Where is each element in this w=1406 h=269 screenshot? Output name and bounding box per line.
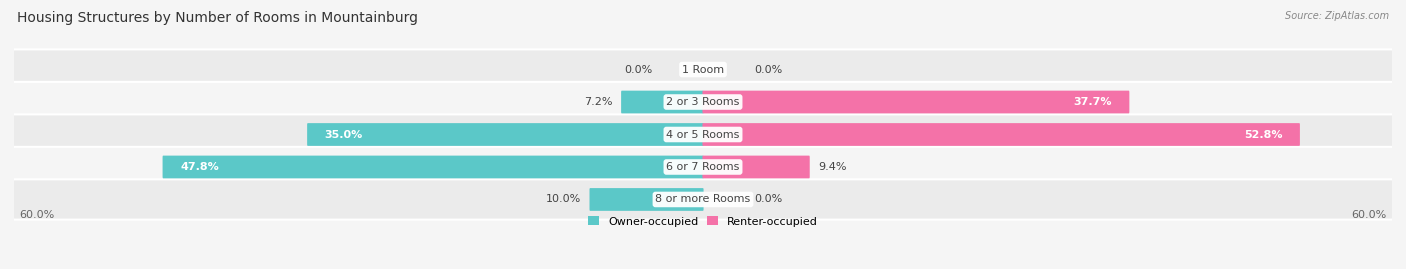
Text: 2 or 3 Rooms: 2 or 3 Rooms <box>666 97 740 107</box>
Text: 52.8%: 52.8% <box>1244 129 1282 140</box>
FancyBboxPatch shape <box>13 179 1393 220</box>
FancyBboxPatch shape <box>621 91 703 114</box>
FancyBboxPatch shape <box>703 91 1129 114</box>
Text: 47.8%: 47.8% <box>180 162 219 172</box>
Text: 0.0%: 0.0% <box>624 65 652 75</box>
FancyBboxPatch shape <box>13 114 1393 155</box>
Text: 4 or 5 Rooms: 4 or 5 Rooms <box>666 129 740 140</box>
Text: 7.2%: 7.2% <box>583 97 613 107</box>
FancyBboxPatch shape <box>703 123 1301 146</box>
Text: 8 or more Rooms: 8 or more Rooms <box>655 194 751 204</box>
FancyBboxPatch shape <box>13 147 1393 187</box>
Text: Source: ZipAtlas.com: Source: ZipAtlas.com <box>1285 11 1389 21</box>
FancyBboxPatch shape <box>13 82 1393 122</box>
FancyBboxPatch shape <box>703 155 810 178</box>
Legend: Owner-occupied, Renter-occupied: Owner-occupied, Renter-occupied <box>586 214 820 229</box>
Text: Housing Structures by Number of Rooms in Mountainburg: Housing Structures by Number of Rooms in… <box>17 11 418 25</box>
Text: 0.0%: 0.0% <box>754 194 782 204</box>
Text: 10.0%: 10.0% <box>546 194 581 204</box>
Text: 6 or 7 Rooms: 6 or 7 Rooms <box>666 162 740 172</box>
FancyBboxPatch shape <box>13 49 1393 90</box>
Text: 0.0%: 0.0% <box>754 65 782 75</box>
Text: 35.0%: 35.0% <box>325 129 363 140</box>
Text: 9.4%: 9.4% <box>818 162 846 172</box>
FancyBboxPatch shape <box>163 155 703 178</box>
Text: 60.0%: 60.0% <box>20 210 55 220</box>
Text: 60.0%: 60.0% <box>1351 210 1386 220</box>
Text: 1 Room: 1 Room <box>682 65 724 75</box>
FancyBboxPatch shape <box>589 188 703 211</box>
FancyBboxPatch shape <box>307 123 703 146</box>
Text: 37.7%: 37.7% <box>1073 97 1112 107</box>
